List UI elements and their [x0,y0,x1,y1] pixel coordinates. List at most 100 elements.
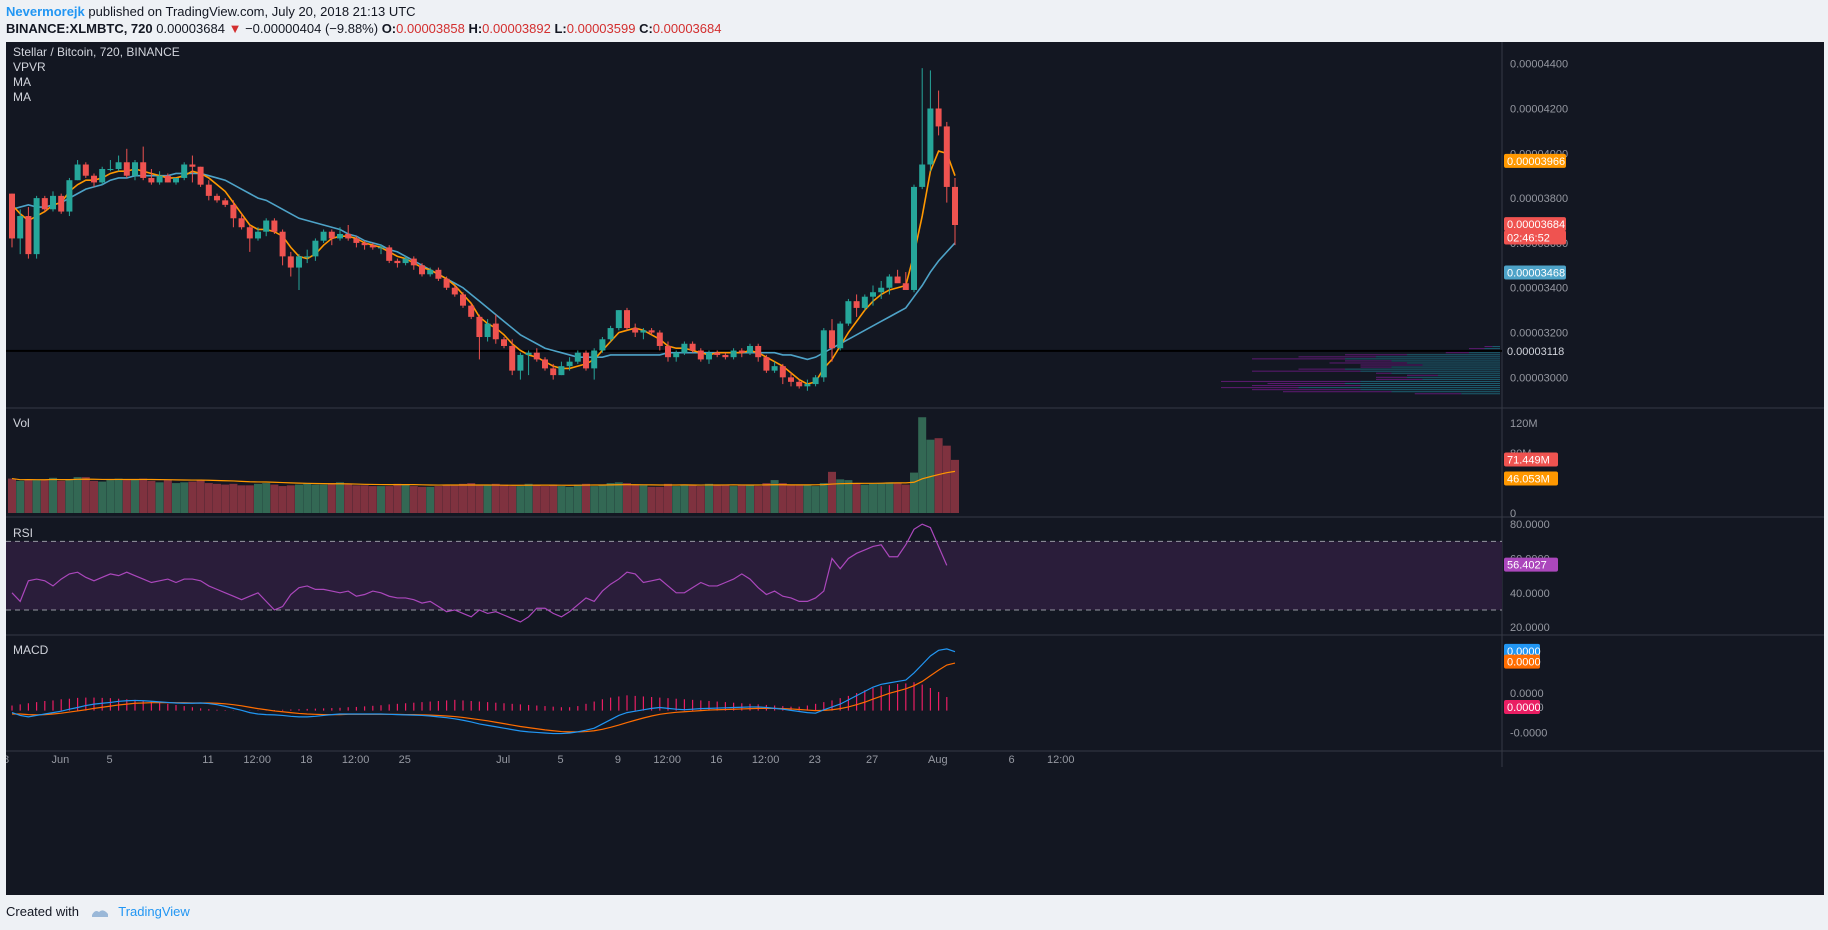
volume-bar [647,486,656,513]
candle-body [919,164,926,187]
candle [952,177,958,246]
volume-bar [368,486,377,513]
volume-bar [729,486,738,513]
candle [550,363,557,380]
candle [296,254,302,290]
candle [697,348,704,362]
vpvr-down-bar [1345,360,1392,362]
macd-tick-label: -0.0000 [1510,727,1547,739]
volume-bar [459,483,467,513]
author-link[interactable]: Nevermorejk [6,4,85,19]
candle [796,379,803,389]
volume-bar [500,484,508,513]
candle [312,238,319,261]
candle [271,218,278,234]
candle-body [50,195,56,210]
volume-bar [811,486,820,513]
volume-bar [245,485,254,513]
price-label-text: 0.00003468 [1507,267,1565,279]
candle-body [714,352,721,355]
vpvr-down-bar [1329,362,1407,364]
candle-body [533,352,540,360]
vpvr-up-bar [1391,360,1500,362]
vpvr-down-bar [1376,376,1407,378]
volume-bar [336,482,344,513]
candle [33,195,40,259]
vpvr-up-bar [1360,389,1500,391]
candle-body [542,359,548,369]
candle [771,361,778,373]
volume-bar [24,479,33,513]
candle [665,341,671,362]
volume-bar [508,486,517,513]
volume-bar [303,483,312,513]
candle-body [222,200,229,205]
candle [673,350,680,362]
candle [607,325,614,342]
price-label-text: 0.00003118 [1507,346,1564,358]
vpvr-down-bar [1221,380,1361,382]
time-tick-label: 9 [615,754,621,766]
time-tick-label: 16 [710,754,722,766]
candle-body [25,216,32,255]
candle [107,160,114,172]
candle [599,337,606,353]
macd-label-text: 0.0000 [1507,657,1541,669]
volume-bar [639,485,648,513]
rsi-tick-label: 80.0000 [1510,519,1550,531]
volume-bar [163,480,172,513]
candle-body [296,256,302,268]
candle [484,319,491,342]
chart-svg[interactable]: 0.000044000.000042000.000040000.00003800… [6,42,1824,895]
candle [353,236,360,248]
time-tick-label: 25 [399,754,411,766]
candle [320,229,327,243]
candle [902,272,909,290]
candle [779,363,786,385]
candle-body [484,323,491,338]
candle [689,341,696,353]
time-tick-label: 18 [300,754,312,766]
volume-bar [122,480,131,513]
price-tick-label: 0.00004200 [1510,103,1568,115]
candle-body [583,352,589,369]
macd-pane-title: MACD [13,643,49,657]
candle-body [337,233,343,239]
volume-bar [696,486,705,513]
ma-fast-line [11,150,956,385]
candle-body [328,231,335,239]
candle [378,245,384,255]
volume-bar [606,483,615,513]
candle-body [230,204,237,219]
candle [148,168,155,185]
candle-body [656,332,663,346]
candle-body [911,186,917,290]
candle-body [476,316,483,338]
candle-body [58,195,65,212]
volume-bar [65,479,74,513]
candle-body [566,361,573,367]
volume-label-box [1504,452,1558,467]
tradingview-link[interactable]: TradingView [118,904,190,919]
price-label-text: 0.00003966 [1507,156,1565,168]
candle [279,229,286,266]
vpvr-down-bar [1252,385,1361,387]
candle-body [361,242,368,246]
chart-area[interactable]: 0.000044000.000042000.000040000.00003800… [6,42,1824,895]
candle-body [952,186,958,225]
rsi-band-fill [6,541,1502,610]
open-label: O: [381,21,397,36]
volume-bar [237,485,246,513]
time-tick-label: 12:00 [243,754,271,766]
vpvr-down-bar [1345,354,1407,356]
volume-bar [828,471,836,513]
candle-body [763,357,770,371]
volume-bar [516,486,525,513]
volume-bar [278,486,287,513]
volume-bar [951,459,959,513]
candle-body [607,328,614,340]
volume-bar [737,485,746,513]
candle-body [214,195,220,201]
symbol-line: BINANCE:XLMBTC, 720 0.00003684 ▼ −0.0000… [6,21,721,36]
candle-body [378,247,384,249]
